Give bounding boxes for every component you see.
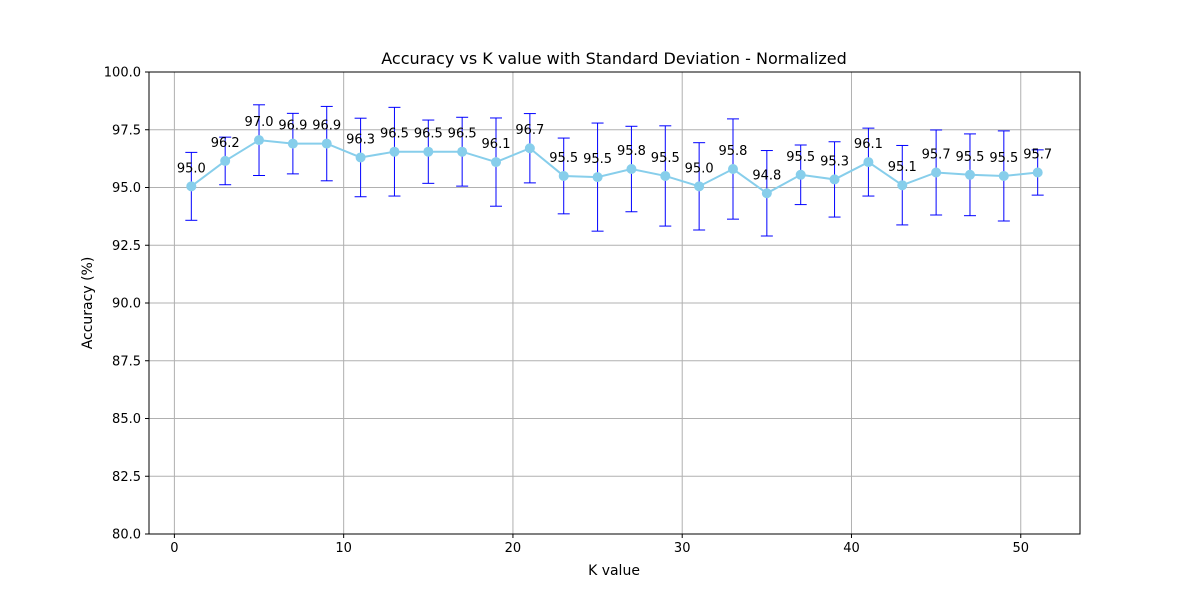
data-label: 95.5 [955, 150, 984, 165]
grid [149, 71, 1080, 535]
x-tick-label: 10 [335, 541, 352, 556]
x-tick-label: 30 [674, 541, 691, 556]
data-label: 95.0 [177, 161, 206, 176]
markers [186, 135, 1043, 199]
y-tick-label: 100.0 [104, 66, 141, 81]
data-label: 95.7 [922, 147, 951, 162]
y-tick-label: 95.0 [112, 181, 141, 196]
data-point [727, 164, 738, 175]
data-label: 95.8 [617, 144, 646, 159]
data-label: 94.8 [752, 168, 781, 183]
data-point [220, 155, 231, 166]
x-tick-label: 40 [843, 541, 860, 556]
data-label: 95.1 [888, 160, 917, 175]
y-tick-label: 97.5 [112, 123, 141, 138]
data-label: 95.7 [1023, 147, 1052, 162]
series-line [190, 139, 1038, 195]
data-point [321, 138, 332, 149]
y-tick-label: 92.5 [112, 239, 141, 254]
data-label: 95.3 [820, 154, 849, 169]
data-point [389, 146, 400, 157]
data-label: 96.1 [482, 137, 511, 152]
data-label: 96.1 [854, 137, 883, 152]
data-point [287, 138, 298, 149]
data-label: 96.5 [380, 127, 409, 142]
series-line-group [190, 139, 1038, 195]
data-label: 95.5 [989, 151, 1018, 166]
data-point [863, 157, 874, 168]
data-point [186, 181, 197, 192]
y-tick-label: 80.0 [112, 528, 141, 543]
y-tick-label: 90.0 [112, 297, 141, 312]
data-label: 95.5 [549, 151, 578, 166]
x-tick-label: 20 [505, 541, 522, 556]
data-point [491, 157, 502, 168]
data-label: 95.5 [651, 151, 680, 166]
x-tick-label: 0 [170, 541, 178, 556]
data-point [897, 180, 908, 191]
data-label: 95.5 [583, 152, 612, 167]
data-point [931, 167, 942, 178]
x-axis-label: K value [588, 563, 640, 579]
data-point [355, 152, 366, 163]
data-point [795, 169, 806, 180]
y-tick-label: 82.5 [112, 470, 141, 485]
data-label: 96.5 [414, 127, 443, 142]
data-label: 96.9 [278, 119, 307, 134]
data-point [694, 181, 705, 192]
y-tick-label: 85.0 [112, 412, 141, 427]
ticks: 0 10 20 30 40 50 80.0 82.5 85.0 87.5 90.0 92.5 95.0 9… [104, 66, 1029, 557]
data-point [254, 135, 265, 146]
y-axis-label: Accuracy (%) [80, 257, 96, 350]
data-point [829, 174, 840, 185]
data-point [660, 170, 671, 181]
data-label: 95.5 [786, 150, 815, 165]
data-point [524, 143, 535, 154]
data-point [423, 146, 434, 157]
chart-title: Accuracy vs K value with Standard Deviat… [381, 49, 847, 68]
data-point [761, 188, 772, 199]
y-tick-label: 87.5 [112, 354, 141, 369]
x-tick-label: 50 [1012, 541, 1029, 556]
data-point [626, 164, 637, 175]
data-point [457, 146, 468, 157]
data-label: 95.0 [685, 161, 714, 176]
data-label: 96.9 [312, 119, 341, 134]
data-label: 96.7 [515, 123, 544, 138]
data-point [998, 170, 1009, 181]
data-point [964, 169, 975, 180]
data-point [592, 172, 603, 183]
data-point [1032, 167, 1043, 178]
data-label: 97.0 [245, 115, 274, 130]
data-label: 96.3 [346, 132, 375, 147]
data-labels: 95.0 96.2 97.0 96.9 96.9 96.3 96.5 96.5 96.5 96.1… [177, 115, 1052, 183]
data-point [558, 170, 569, 181]
data-label: 96.2 [211, 136, 240, 151]
data-label: 96.5 [448, 127, 477, 142]
data-label: 95.8 [719, 144, 748, 159]
